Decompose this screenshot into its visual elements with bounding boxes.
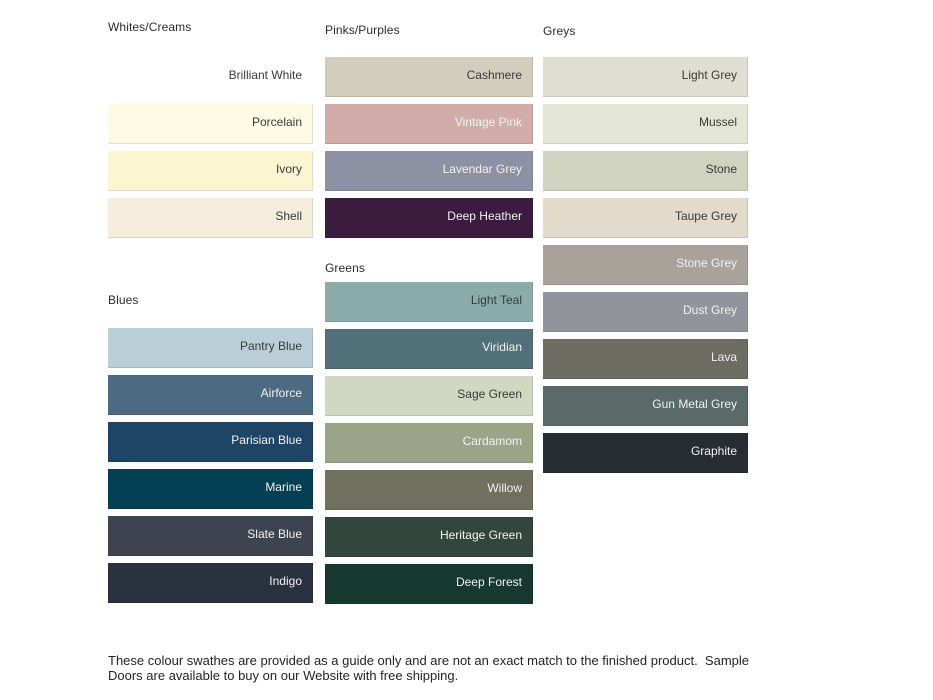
swatch-label: Vintage Pink <box>454 114 522 129</box>
swatch-label: Stone Grey <box>676 255 737 270</box>
section-title-blues: Blues <box>108 293 139 307</box>
swatch-heritage-green: Heritage Green <box>325 517 533 557</box>
disclaimer-text: These colour swathes are provided as a g… <box>108 653 753 683</box>
swatch-list-whites-creams: Brilliant White Porcelain Ivory Shell <box>108 57 313 238</box>
swatch-deep-heather: Deep Heather <box>325 198 533 238</box>
section-title-pinks-purples: Pinks/Purples <box>325 23 400 37</box>
swatch-label: Lavendar Grey <box>442 161 522 176</box>
swatch-label: Stone <box>705 161 737 176</box>
swatch-label: Light Teal <box>470 292 522 307</box>
swatch-deep-forest: Deep Forest <box>325 564 533 604</box>
swatch-label: Indigo <box>269 573 302 588</box>
swatch-cardamom: Cardamom <box>325 423 533 463</box>
swatch-shell: Shell <box>108 198 313 238</box>
swatch-label: Pantry Blue <box>239 338 302 353</box>
swatch-sage-green: Sage Green <box>325 376 533 416</box>
swatch-gun-metal-grey: Gun Metal Grey <box>543 386 748 426</box>
swatch-label: Mussel <box>698 114 737 129</box>
swatch-indigo: Indigo <box>108 563 313 603</box>
swatch-list-greys: Light Grey Mussel Stone Taupe Grey Stone Gre… <box>543 57 748 473</box>
swatch-label: Cashmere <box>466 67 522 82</box>
swatch-label: Sage Green <box>457 386 522 401</box>
swatch-label: Lava <box>710 349 737 364</box>
swatch-willow: Willow <box>325 470 533 510</box>
swatch-parisian-blue: Parisian Blue <box>108 422 313 462</box>
swatch-label: Willow <box>487 480 522 495</box>
swatch-lavendar-grey: Lavendar Grey <box>325 151 533 191</box>
swatch-porcelain: Porcelain <box>108 104 313 144</box>
swatch-cashmere: Cashmere <box>325 57 533 97</box>
swatch-brilliant-white: Brilliant White <box>108 57 313 97</box>
section-whites-creams: Whites/Creams Brilliant White Porcelain Iv… <box>108 20 313 238</box>
swatch-pantry-blue: Pantry Blue <box>108 328 313 368</box>
swatch-ivory: Ivory <box>108 151 313 191</box>
swatch-label: Light Grey <box>681 67 737 82</box>
swatch-label: Gun Metal Grey <box>652 396 737 411</box>
swatch-dust-grey: Dust Grey <box>543 292 748 332</box>
swatch-light-grey: Light Grey <box>543 57 748 97</box>
swatch-label: Cardamom <box>462 433 522 448</box>
swatch-marine: Marine <box>108 469 313 509</box>
swatch-list-pinks-purples: Cashmere Vintage Pink Lavendar Grey Deep He… <box>325 57 533 238</box>
section-title-whites-creams: Whites/Creams <box>108 20 192 34</box>
section-pinks-purples: Pinks/Purples Cashmere Vintage Pink Lavend… <box>325 23 533 238</box>
section-blues: Blues Pantry Blue Airforce Parisian Blue Ma… <box>108 293 313 603</box>
swatch-viridian: Viridian <box>325 329 533 369</box>
swatch-label: Deep Forest <box>455 574 522 589</box>
swatch-stone: Stone <box>543 151 748 191</box>
swatch-label: Ivory <box>275 161 302 176</box>
section-title-greens: Greens <box>325 261 365 275</box>
swatch-label: Brilliant White <box>228 67 302 82</box>
swatch-slate-blue: Slate Blue <box>108 516 313 556</box>
swatch-label: Airforce <box>260 385 302 400</box>
swatch-lava: Lava <box>543 339 748 379</box>
swatch-label: Marine <box>265 479 302 494</box>
swatch-list-blues: Pantry Blue Airforce Parisian Blue Marine Sl… <box>108 328 313 603</box>
swatch-label: Parisian Blue <box>231 432 302 447</box>
swatch-stone-grey: Stone Grey <box>543 245 748 285</box>
swatch-label: Shell <box>275 208 302 223</box>
swatch-vintage-pink: Vintage Pink <box>325 104 533 144</box>
swatch-mussel: Mussel <box>543 104 748 144</box>
swatch-list-greens: Light Teal Viridian Sage Green Cardamom Will… <box>325 282 533 604</box>
swatch-airforce: Airforce <box>108 375 313 415</box>
swatch-taupe-grey: Taupe Grey <box>543 198 748 238</box>
section-title-greys: Greys <box>543 24 576 38</box>
section-greens: Greens Light Teal Viridian Sage Green Carda… <box>325 261 533 604</box>
swatch-graphite: Graphite <box>543 433 748 473</box>
swatch-label: Porcelain <box>251 114 302 129</box>
swatch-label: Viridian <box>482 339 522 354</box>
swatch-label: Slate Blue <box>247 526 302 541</box>
swatch-label: Deep Heather <box>447 208 522 223</box>
swatch-light-teal: Light Teal <box>325 282 533 322</box>
swatch-label: Taupe Grey <box>674 208 737 223</box>
swatch-label: Heritage Green <box>439 527 522 542</box>
section-greys: Greys Light Grey Mussel Stone Taupe Grey Sto… <box>543 24 748 473</box>
swatch-label: Graphite <box>690 443 737 458</box>
swatch-label: Dust Grey <box>682 302 737 317</box>
